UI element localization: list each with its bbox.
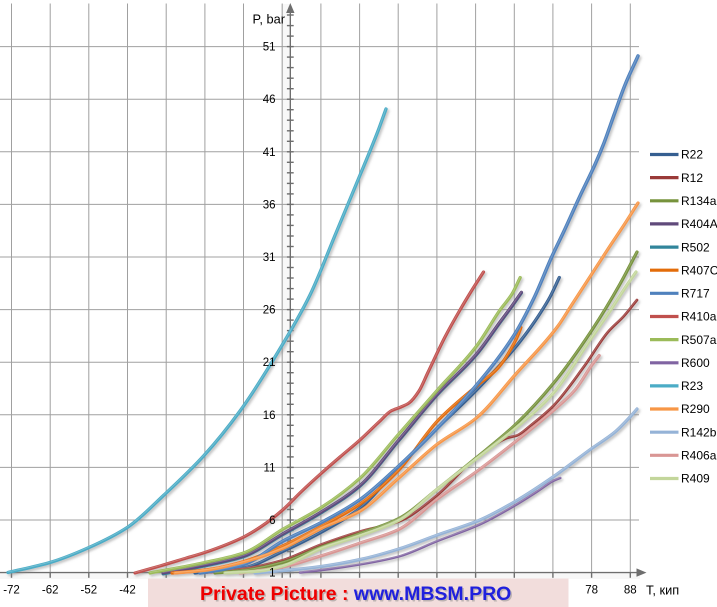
- svg-text:R409: R409: [681, 472, 710, 486]
- svg-text:36: 36: [263, 199, 276, 211]
- svg-text:R290: R290: [681, 402, 710, 416]
- svg-text:T, кип: T, кип: [646, 583, 679, 598]
- svg-text:51: 51: [263, 42, 276, 54]
- svg-text:R410a: R410a: [681, 310, 717, 324]
- svg-text:78: 78: [585, 585, 598, 597]
- svg-text:21: 21: [263, 357, 276, 369]
- svg-text:-62: -62: [42, 585, 59, 597]
- svg-text:26: 26: [263, 305, 276, 317]
- svg-text:-52: -52: [80, 585, 97, 597]
- svg-text:R23: R23: [681, 379, 703, 393]
- svg-text:R12: R12: [681, 171, 703, 185]
- svg-text:6: 6: [269, 515, 275, 527]
- svg-text:1: 1: [269, 568, 275, 580]
- svg-text:Private Picture : www.MBSM.PRO: Private Picture : www.MBSM.PRO: [202, 585, 513, 607]
- svg-text:R407C: R407C: [681, 263, 717, 277]
- svg-text:P, bar: P, bar: [253, 12, 286, 27]
- svg-text:R142b: R142b: [681, 425, 717, 439]
- svg-text:-72: -72: [3, 585, 20, 597]
- svg-text:R22: R22: [681, 148, 703, 162]
- svg-text:R502: R502: [681, 240, 710, 254]
- svg-text:16: 16: [263, 410, 276, 422]
- svg-text:R406a: R406a: [681, 449, 717, 463]
- svg-text:R404A: R404A: [681, 217, 717, 231]
- svg-text:R717: R717: [681, 287, 710, 301]
- svg-text:41: 41: [263, 147, 276, 159]
- svg-text:88: 88: [624, 585, 637, 597]
- svg-text:R600: R600: [681, 356, 710, 370]
- svg-text:Private Picture : www.MBSM.PRO: Private Picture : www.MBSM.PRO: [200, 583, 511, 605]
- svg-text:R507a: R507a: [681, 333, 717, 347]
- svg-text:11: 11: [264, 462, 276, 474]
- svg-text:-42: -42: [119, 585, 136, 597]
- svg-text:46: 46: [263, 94, 276, 106]
- svg-text:31: 31: [263, 252, 276, 264]
- svg-text:R134a: R134a: [681, 194, 717, 208]
